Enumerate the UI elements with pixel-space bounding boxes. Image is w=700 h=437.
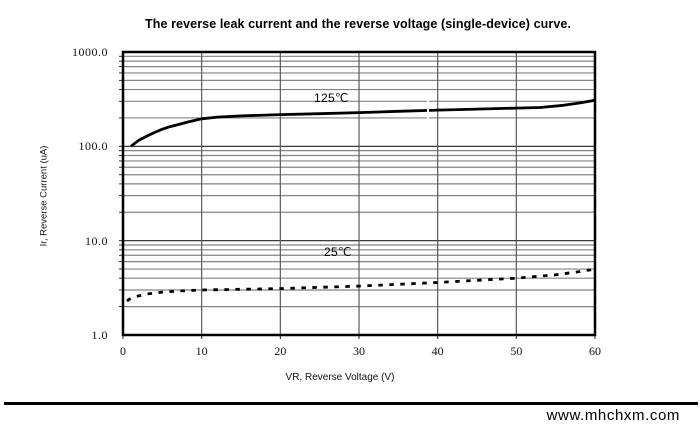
y-tick-label: 10.0: [85, 233, 108, 248]
curve-125c: [130, 98, 596, 148]
x-tick-label: 10: [195, 344, 208, 358]
chart-title: The reverse leak current and the reverse…: [144, 17, 572, 31]
series-label-25c: 25℃: [324, 245, 352, 259]
footer-website: www.mhchxm.com: [546, 407, 680, 424]
y-tick-label: 1.0: [91, 328, 108, 342]
x-axis-label: VR, Reverse Voltage (V): [285, 372, 395, 383]
plot-border: [121, 50, 597, 337]
x-tick-label: 0: [120, 344, 126, 358]
series-label-125c: 125℃: [314, 91, 349, 105]
x-tick-label: 30: [353, 344, 365, 358]
footer-divider: [4, 402, 698, 405]
x-tick-label: 20: [274, 344, 287, 358]
y-tick-label: 100.0: [78, 139, 108, 154]
x-tick-label: 50: [510, 344, 523, 358]
x-tick-label: 60: [589, 344, 601, 358]
x-tick-label: 40: [431, 344, 444, 358]
cursor-artifact: [427, 94, 429, 124]
y-tick-label: 1000.0: [72, 45, 108, 59]
curve-25c: [126, 267, 596, 303]
